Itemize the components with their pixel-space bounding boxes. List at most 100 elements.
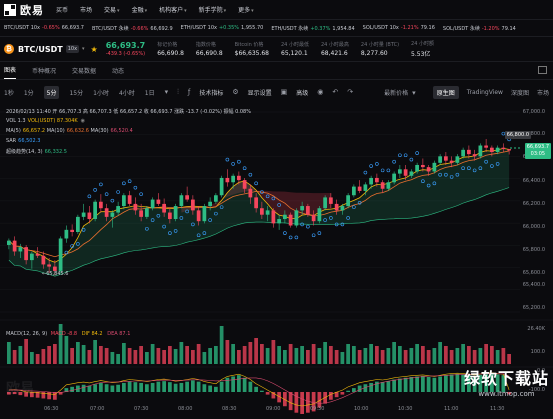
timeframe-15m[interactable]: 15分 — [69, 89, 84, 97]
indicator-button[interactable]: 技术指标 — [199, 89, 224, 97]
ticker-item[interactable]: SOL/USDT 永续 -1.20% 79.14 — [442, 25, 516, 32]
view-market[interactable]: 市场 — [536, 90, 549, 97]
timeframe-1m[interactable]: 1分 — [23, 89, 34, 97]
display-settings-button[interactable]: 显示设置 — [247, 89, 272, 97]
chevron-down-icon[interactable]: ▾ — [82, 46, 85, 52]
nav-item-trade[interactable]: 交易▾ — [104, 7, 120, 14]
candle-body — [139, 210, 143, 217]
ticker-item[interactable]: SOL/USDT 10x -1.21% 79.16 — [362, 25, 435, 31]
sar-dot — [490, 164, 494, 168]
macd-axis-label: 100.0 — [530, 349, 545, 355]
settings-icon[interactable]: ⚙ — [232, 88, 239, 96]
tab-news[interactable]: 动态 — [112, 68, 125, 75]
volume-bar — [507, 354, 511, 364]
sar-dot — [380, 168, 385, 173]
volume-bar — [173, 349, 178, 364]
candle-body — [467, 149, 471, 155]
ma10-line — [8, 150, 510, 258]
ticker-item[interactable]: BTC/USDT 10x -0.65% 66,693.7 — [4, 25, 84, 31]
candle-body — [409, 171, 414, 176]
ticker-item[interactable]: BTC/USDT 永续 -0.66% 66,692.9 — [91, 25, 173, 32]
redo-icon[interactable]: ↷ — [347, 88, 354, 96]
price-axis-label: 65,600.0 — [522, 270, 545, 276]
volume-bar — [219, 326, 224, 364]
macd-bar — [12, 392, 17, 395]
view-tradingview[interactable]: TradingView — [466, 89, 503, 96]
timeframe-1s[interactable]: 1秒 — [4, 89, 14, 97]
macd-bar — [122, 382, 126, 392]
view-native[interactable]: 原生图 — [432, 86, 459, 99]
macd-bar — [455, 373, 460, 392]
volume-bar — [179, 342, 184, 364]
macd-bar — [306, 392, 310, 413]
nav-item-institutional[interactable]: 机构客户▾ — [159, 7, 187, 14]
stat-24h-high: 24 小时最高 68,421.6 — [320, 42, 349, 57]
last-price-block: 66,693.7 -439.3 (-0.65%) — [106, 41, 145, 57]
supertrend-up-zone — [8, 148, 510, 277]
volume-bar — [254, 338, 258, 364]
sar-dot — [87, 194, 92, 199]
sar-dot — [432, 181, 437, 186]
candles — [7, 139, 511, 276]
macd-bar — [421, 375, 425, 392]
macd-bar — [24, 392, 28, 397]
volume-bar — [18, 346, 23, 364]
logo[interactable]: 欧易 — [0, 2, 56, 18]
price-change: -439.3 (-0.65%) — [105, 51, 146, 57]
supertrend-cloud — [8, 148, 510, 277]
chevron-down-icon[interactable]: ▾ — [412, 88, 416, 97]
pair-selector[interactable]: BTC/USDT — [18, 44, 63, 54]
macd-bar — [392, 379, 396, 392]
high-marker: 66,800.0 — [504, 131, 531, 139]
volume-bar — [225, 340, 230, 364]
ticker-item[interactable]: ETH/USDT 10x +0.35% 1,955.70 — [180, 25, 264, 31]
favorite-star-icon[interactable]: ★ — [90, 44, 98, 54]
macd-bar — [363, 384, 368, 392]
candlestick-chart[interactable] — [0, 102, 553, 419]
latest-price-select[interactable]: 最新价格 — [384, 90, 409, 97]
hd-button[interactable]: 高级 — [296, 89, 309, 97]
timeframe-1h[interactable]: 1小时 — [93, 89, 109, 97]
okx-watermark: 欧易 — [6, 381, 34, 397]
nav-item-academy[interactable]: 新手学院▾ — [198, 7, 227, 14]
volume-bar — [472, 350, 477, 364]
panel-toggle-icon[interactable] — [538, 66, 547, 74]
ticker-item[interactable]: ETH/USDT 永续 +0.37% 1,954.84 — [271, 25, 355, 32]
candle-body — [455, 156, 460, 163]
layout-icon[interactable]: ▣ — [280, 88, 288, 96]
candle-body — [76, 216, 80, 232]
macd-bar — [495, 374, 500, 392]
candle-body — [472, 154, 477, 157]
timeframe-1d[interactable]: 1日 — [144, 89, 155, 97]
volume-bar — [139, 346, 143, 364]
tab-chart[interactable]: 图表 — [4, 65, 17, 79]
indicator-icon[interactable]: ƒ — [187, 88, 191, 96]
tab-trading-data[interactable]: 交易数据 — [72, 68, 97, 75]
sar-dot — [346, 216, 350, 220]
view-depth[interactable]: 深度图 — [510, 90, 529, 97]
macd-bar — [93, 384, 97, 392]
sar-dot — [254, 181, 258, 186]
chevron-down-icon[interactable]: ▾ — [164, 88, 169, 96]
candle-body — [208, 201, 212, 207]
candle-body — [214, 195, 218, 202]
timeframe-5m[interactable]: 5分 — [43, 85, 60, 99]
sar-dot — [426, 183, 431, 188]
candle-body — [363, 184, 368, 191]
volume-bar — [248, 342, 253, 364]
nav-item-market[interactable]: 市场 — [80, 7, 93, 14]
macd-bar — [99, 382, 103, 392]
nav-item-more[interactable]: 更多▾ — [238, 7, 254, 14]
candle-type-icon[interactable]: ⫶ — [177, 87, 179, 96]
timeframe-4h[interactable]: 4小时 — [118, 89, 135, 97]
leverage-badge: 10x — [65, 45, 80, 53]
undo-icon[interactable]: ↶ — [332, 88, 339, 96]
camera-icon[interactable]: ◉ — [317, 88, 324, 96]
volume-bar — [352, 346, 356, 364]
tab-coin-overview[interactable]: 币种概况 — [32, 68, 57, 75]
nav-item-buy[interactable]: 买币 — [56, 7, 69, 14]
candle-body — [398, 169, 402, 174]
nav-item-finance[interactable]: 金融▾ — [131, 7, 148, 14]
volume-bar — [53, 344, 57, 364]
volume-bar — [104, 348, 109, 364]
